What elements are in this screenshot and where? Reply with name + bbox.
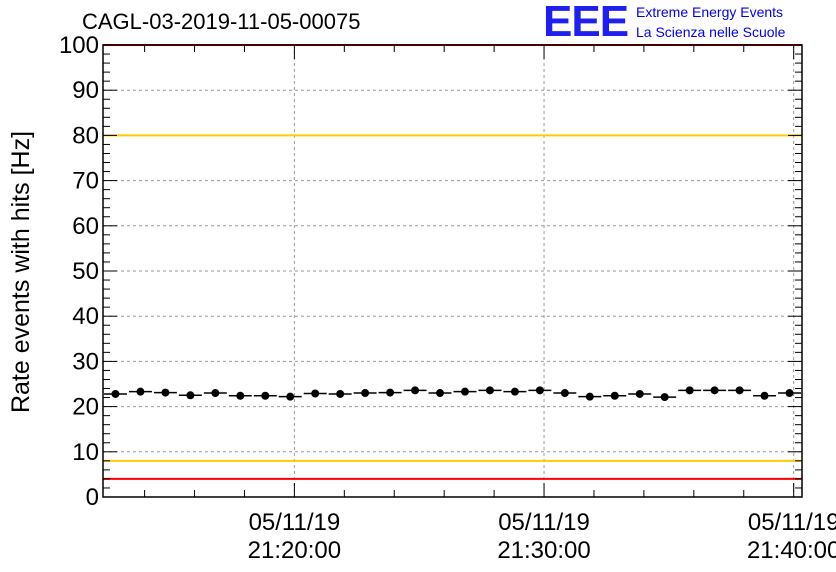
data-point [261,391,270,400]
data-point [286,392,295,401]
data-point [211,389,220,398]
data-point [111,389,120,398]
y-tick-label: 30 [72,348,99,375]
grid [103,45,802,497]
y-tick-label: 100 [59,32,99,59]
axes [102,44,803,498]
logo-line-1: Extreme Energy Events [636,4,784,20]
x-tick-time-label: 21:30:00 [497,537,590,564]
y-tick-label: 60 [72,213,99,240]
data-point [735,386,744,395]
eee-logo: EEE Extreme Energy Events La Scienza nel… [543,0,833,46]
x-tick-date-label: 05/11/19 [748,509,836,536]
data-point [535,386,544,395]
y-tick-label: 20 [72,394,99,421]
data-point [660,393,669,402]
reference-lines [103,44,802,480]
y-tick-label: 0 [86,484,99,511]
data-point [785,389,794,398]
data-point [136,387,145,396]
data-point [161,388,170,397]
data-point [236,391,245,400]
y-tick-label: 90 [72,77,99,104]
data-point [710,386,719,395]
x-tick-time-label: 21:40:00 [747,537,836,564]
data-point [311,389,320,398]
y-tick-label: 40 [72,303,99,330]
data-point [186,391,195,400]
data-point [685,386,694,395]
chart-title: CAGL-03-2019-11-05-00075 [82,9,361,34]
data-point [635,389,644,398]
data-point [436,389,445,398]
data-point [585,392,594,401]
data-point [485,386,494,395]
data-point [510,387,519,396]
y-tick-label: 50 [72,258,99,285]
axis-labels: 010203040506070809010005/11/1921:20:0005… [7,32,836,564]
data-point [361,389,370,398]
data-point [760,391,769,400]
data-point [336,389,345,398]
data-point [411,386,420,395]
x-tick-time-label: 21:20:00 [248,537,341,564]
data-series [104,386,801,402]
eee-logo-mark: EEE [543,0,629,46]
y-tick-label: 10 [72,439,99,466]
data-point [386,388,395,397]
y-axis-title: Rate events with hits [Hz] [7,131,35,413]
logo-line-2: La Scienza nelle Scuole [636,24,786,40]
data-point [460,387,469,396]
data-point [560,389,569,398]
y-tick-label: 80 [72,122,99,149]
y-tick-label: 70 [72,168,99,195]
data-point [610,391,619,400]
x-tick-date-label: 05/11/19 [498,509,590,536]
x-tick-date-label: 05/11/19 [249,509,341,536]
